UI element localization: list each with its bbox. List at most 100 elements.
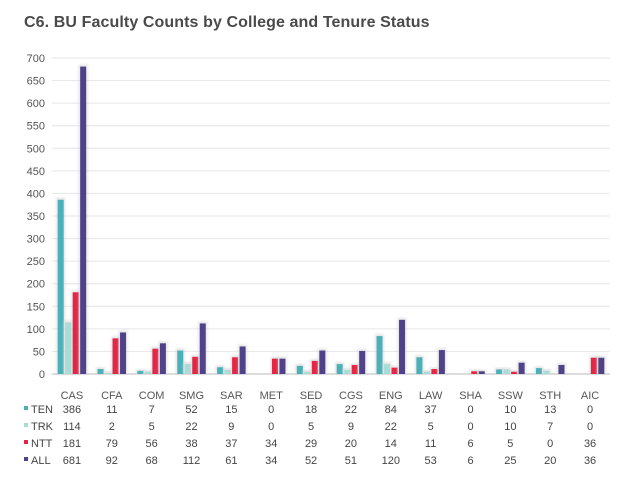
y-tick-label: 100 [27,324,45,336]
table-cell: 7 [149,404,155,416]
table-cell: 9 [228,421,234,433]
bar-all [598,357,605,374]
table-cell: 0 [268,404,274,416]
bar-trk [105,373,112,374]
y-tick-label: 0 [39,369,45,381]
y-tick-label: 700 [27,53,45,65]
table-cell: 0 [268,421,274,433]
table-cell: 84 [385,404,397,416]
bar-all [199,323,206,374]
table-cell: 20 [544,455,556,467]
gridlines [52,57,610,375]
table-cell: 386 [63,404,81,416]
table-cell: 51 [345,455,357,467]
bar-ntt [152,348,159,374]
bar-trk [384,364,391,374]
y-tick-label: 250 [27,256,45,268]
bar-ntt [311,360,318,374]
table-cell: 56 [146,438,158,450]
bar-shadow [103,371,113,374]
x-tick-label: MET [260,390,284,402]
chart-title: C6. BU Faculty Counts by College and Ten… [24,14,430,31]
bar-ten [137,370,144,374]
table-cell: 5 [428,421,434,433]
y-axis: 0 50 100 150 200 250 300 350 400 450 500 550 600 650 7… [27,53,45,381]
bar-all [120,332,127,374]
bar-trk [184,364,191,374]
legend-swatch-all [24,457,28,461]
table-cell: 6 [467,438,473,450]
x-tick-label: CGS [339,390,363,402]
legend-label: NTT [31,438,53,450]
table-cell: 22 [385,421,397,433]
bar-all [319,350,326,374]
table-cell: 5 [507,438,513,450]
x-tick-label: STH [539,390,561,402]
table-cell: 52 [185,404,197,416]
table-cell: 11 [106,404,117,416]
bar-all [478,371,485,374]
x-tick-label: AIC [581,390,599,402]
table-cell: 36 [584,438,596,450]
bar-trk [423,371,430,374]
table-cell: 114 [63,421,81,433]
legend-swatch-ntt [24,440,28,444]
table-cell: 79 [106,438,118,450]
bar-trk [144,371,151,374]
bar-ten [217,367,224,374]
bar-ten [376,336,383,374]
table-cell: 61 [225,455,237,467]
table-cell: 112 [183,455,201,467]
table-cell: 0 [587,404,593,416]
table-cell: 11 [425,438,436,450]
bar-ten [97,369,104,374]
bar-all [438,350,445,374]
bar-ten [336,364,343,374]
table-cell: 29 [305,438,317,450]
table-cell: 0 [467,421,473,433]
y-tick-label: 600 [27,98,45,110]
table-cell: 15 [225,404,237,416]
bar-ntt [351,364,358,374]
x-tick-label: SHA [459,390,482,402]
table-cell: 6 [467,455,473,467]
bar-trk [344,369,351,374]
table-cell: 37 [425,404,437,416]
bar-all [159,343,166,374]
table-cell: 13 [544,404,556,416]
table-cell: 25 [504,455,516,467]
table-cell: 9 [348,421,354,433]
legend-label: TRK [31,421,54,433]
y-tick-label: 650 [27,76,45,88]
bar-all [558,364,565,374]
bar-ntt [72,292,79,374]
bar-trk [503,369,510,374]
bars [56,64,606,374]
bar-all [80,66,87,374]
table-cell: 7 [547,421,553,433]
table-cell: 34 [265,438,277,450]
bar-ntt [431,369,438,374]
bar-all [359,350,366,374]
x-tick-label: ENG [379,390,403,402]
table-cell: 0 [547,438,553,450]
bar-ntt [590,357,597,374]
bar-ntt [192,356,199,374]
x-axis: CAS CFA COM SMG SAR MET SED CGS ENG LAW SHA SSW STH A… [61,390,600,402]
bar-ntt [271,358,278,374]
legend-swatch-trk [24,423,28,427]
bar-ten [496,369,503,374]
table-cell: 34 [265,455,277,467]
table-cell: 14 [385,438,397,450]
bar-ntt [471,371,478,374]
table-cell: 5 [308,421,314,433]
bar-ten [177,350,184,374]
bar-trk [543,370,550,374]
table-cell: 10 [504,404,516,416]
x-tick-label: SED [300,390,323,402]
bar-ntt [112,338,119,374]
y-tick-label: 550 [27,121,45,133]
bar-all [239,346,246,374]
